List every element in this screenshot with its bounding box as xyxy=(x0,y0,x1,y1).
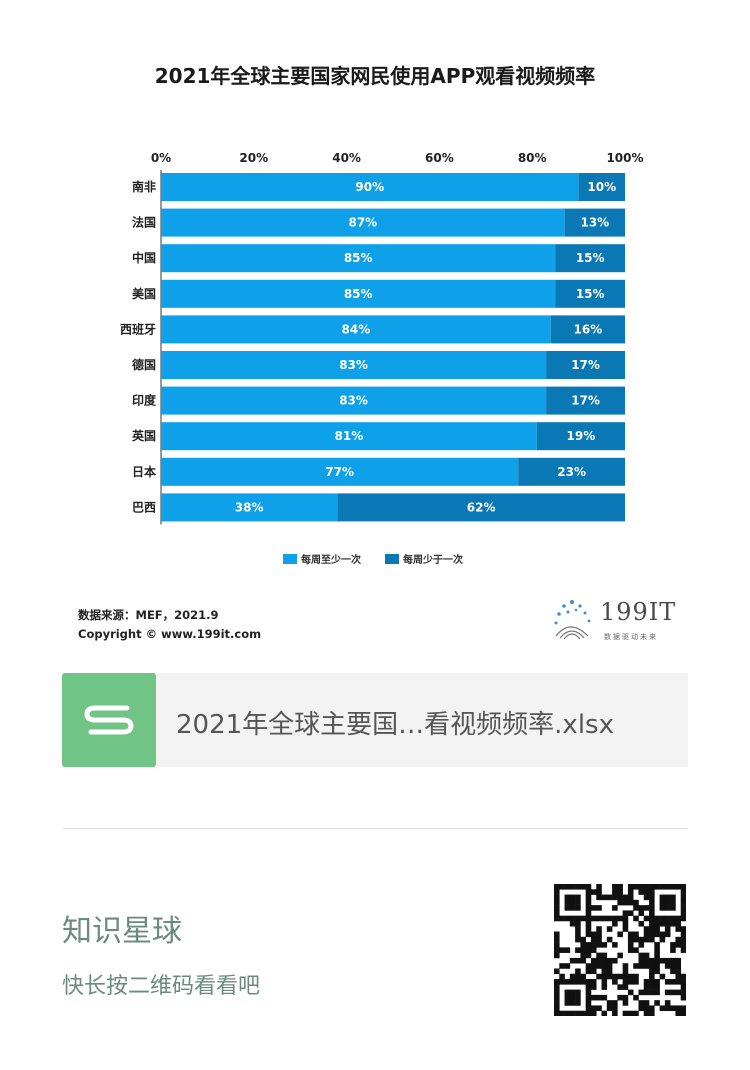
data-source-text: 数据来源：MEF，2021.9 xyxy=(78,608,219,622)
category-label: 南非 xyxy=(132,179,156,194)
x-tick-label: 0% xyxy=(151,151,171,165)
data-label: 16% xyxy=(574,322,603,336)
category-label: 法国 xyxy=(132,215,156,230)
qr-code-icon[interactable] xyxy=(554,884,686,1016)
file-card[interactable] xyxy=(62,673,688,767)
data-label: 15% xyxy=(576,287,605,301)
bar-segment xyxy=(546,386,625,415)
199it-logo-icon xyxy=(554,600,591,640)
data-label: 17% xyxy=(571,358,600,372)
data-label: 17% xyxy=(571,394,600,408)
bar-segment xyxy=(555,244,625,273)
data-label: 83% xyxy=(339,394,368,408)
bar-segment xyxy=(555,279,625,308)
bar-segment xyxy=(161,173,579,201)
bar-segment xyxy=(546,351,625,379)
x-tick-label: 100% xyxy=(606,151,643,165)
data-label: 85% xyxy=(344,287,373,301)
x-tick-label: 40% xyxy=(332,151,361,165)
bar-segment xyxy=(550,315,625,344)
divider xyxy=(62,828,688,829)
category-label: 西班牙 xyxy=(120,321,156,336)
bar-segment xyxy=(161,208,565,237)
data-label: 13% xyxy=(580,216,609,230)
bar-segment xyxy=(161,457,519,486)
data-label: 83% xyxy=(339,358,368,372)
copyright: Copyright © www.199it.com xyxy=(78,627,261,641)
data-label: 77% xyxy=(325,465,354,479)
data-label: 85% xyxy=(344,251,373,265)
bar-segment xyxy=(564,208,625,237)
copyright-text: Copyright © www.199it.com xyxy=(78,627,262,641)
category-label: 日本 xyxy=(132,464,156,479)
stacked-bar-chart: 0% 20% 40% 60% 80% 100% 南非 90% 10% 法国 87% 13% 中国 85% 1… xyxy=(120,151,644,566)
data-label: 23% xyxy=(557,465,586,479)
bar-segment xyxy=(161,315,551,344)
legend-label: 每周至少一次 xyxy=(301,553,361,566)
category-label: 巴西 xyxy=(132,500,156,514)
x-tick-label: 80% xyxy=(518,151,547,165)
logo-subtitle: 数据驱动未来 xyxy=(604,633,658,641)
category-label: 美国 xyxy=(132,286,156,301)
bar-segment xyxy=(536,422,625,451)
legend-swatch xyxy=(385,554,399,564)
bar-segment xyxy=(161,422,537,451)
data-label: 19% xyxy=(567,429,596,443)
category-label: 德国 xyxy=(132,357,156,372)
zsxq-title: 知识星球 xyxy=(62,914,182,949)
data-label: 15% xyxy=(576,251,605,265)
zsxq-subtitle: 快长按二维码看看吧 xyxy=(62,974,261,999)
file-name[interactable]: 2021年全球主要国…看视频频率.xlsx xyxy=(176,710,614,740)
data-label: 10% xyxy=(587,180,616,194)
category-label: 印度 xyxy=(132,393,157,408)
data-label: 84% xyxy=(342,322,371,336)
data-label: 87% xyxy=(348,216,377,230)
legend-swatch xyxy=(283,554,297,564)
bar-segment xyxy=(161,279,556,308)
data-label: 62% xyxy=(467,500,496,514)
x-tick-label: 60% xyxy=(425,151,454,165)
logo-text: 199IT xyxy=(600,598,677,626)
data-label: 81% xyxy=(335,429,364,443)
chart-title: 2021年全球主要国家网民使用APP观看视频频率 xyxy=(154,64,596,88)
legend-label: 每周少于一次 xyxy=(403,553,463,566)
bar-segment xyxy=(161,493,338,522)
bar-segment xyxy=(161,386,547,415)
bar-segment xyxy=(161,244,556,273)
data-label: 90% xyxy=(355,180,384,194)
bar-segment xyxy=(161,351,547,379)
category-label: 英国 xyxy=(132,428,156,443)
data-source: 数据来源：MEF，2021.9 xyxy=(78,607,219,623)
spreadsheet-s-icon[interactable] xyxy=(62,673,156,767)
bar-segment xyxy=(518,457,625,486)
data-label: 38% xyxy=(235,500,264,514)
bar-segment xyxy=(337,493,625,522)
x-tick-label: 20% xyxy=(239,151,268,165)
bar-segment xyxy=(578,173,625,201)
category-label: 中国 xyxy=(132,250,156,265)
